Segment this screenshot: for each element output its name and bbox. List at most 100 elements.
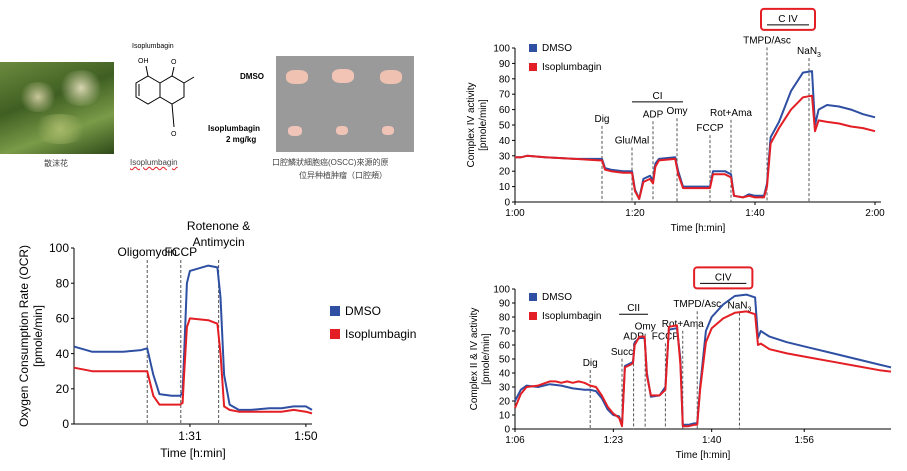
marker-label: Omy (635, 322, 656, 333)
complex4-chart: 0 10 20 30 40 50 60 70 80 90 100 1:00 1:20 1:40 2:00 Ti… (466, 7, 885, 234)
tumor-treatment-label: Isoplumbagin (208, 124, 260, 133)
y-tick-label: 100 (493, 44, 510, 55)
isoplumbagin-structure: Isoplumbagin OH O O (132, 43, 195, 138)
y-tick-label: 0 (504, 425, 510, 436)
marker-label-subscript: 3 (747, 307, 751, 314)
y-tick-label: 40 (56, 347, 70, 361)
complex2-4-chart: 0 10 20 30 40 50 60 70 80 90 100 1:06 1:23 1:40 1:56 Ti… (469, 266, 892, 461)
y-tick-label: 30 (499, 383, 511, 394)
y-axis-title-units: [pmole/min] (31, 305, 45, 367)
y-tick-label: 10 (499, 182, 511, 193)
marker-label: Oligomycin (118, 245, 177, 259)
x-tick-label: 1:00 (505, 208, 525, 219)
x-axis-title: Time [h:min] (160, 446, 226, 460)
y-axis-title: Oxygen Consumption Rate (OCR) (17, 245, 31, 427)
marker-label: TMPD/Asc (743, 35, 791, 46)
y-tick-label: 90 (499, 299, 511, 310)
bracket-label: CI (653, 91, 663, 102)
marker-label: Succ (611, 347, 633, 358)
y-axis-title: Complex IV activity (466, 82, 477, 167)
legend-swatch (330, 329, 340, 339)
x-tick-label: 1:56 (794, 435, 814, 446)
y-tick-label: 100 (49, 241, 69, 255)
marker-label: TMPD/Asc (673, 299, 721, 310)
y-tick-label: 60 (56, 312, 70, 326)
legend-swatch (529, 63, 537, 71)
marker-label: FCCP (652, 331, 680, 342)
y-axis-title: Complex II & IV activity (469, 308, 480, 411)
legend-label: DMSO (345, 304, 381, 318)
legend-label: DMSO (542, 43, 572, 54)
y-tick-label: 20 (499, 167, 511, 178)
tumor-caption-2: 位异种植肿瘤（口腔頰） (299, 171, 387, 180)
y-tick-label: 0 (504, 198, 510, 209)
y-tick-label: 60 (499, 105, 511, 116)
y-tick-label: 20 (499, 397, 511, 408)
marker-label-subscript: 3 (817, 52, 821, 59)
y-tick-label: 50 (499, 121, 511, 132)
legend-swatch (529, 44, 537, 52)
legend-swatch (529, 312, 537, 320)
y-axis-title-units: [pmole/min] (478, 99, 489, 151)
marker-label: NaN3 (727, 301, 751, 314)
y-tick-label: 80 (499, 74, 511, 85)
plant-caption: 散沫花 (44, 159, 68, 168)
series-dmso-line (515, 70, 876, 200)
marker-label: Glu/Mal (615, 135, 649, 146)
series-dmso-line (514, 293, 892, 426)
y-tick-label: 100 (493, 285, 510, 296)
tumor-caption-1: 口腔鱗狀細胞癌(OSCC)來源的原 (272, 158, 389, 167)
y-tick-label: 30 (499, 151, 511, 162)
marker-label: Omy (666, 106, 687, 117)
y-axis-title-units: [pmole/min] (481, 333, 492, 385)
marker-label: Dig (583, 358, 598, 369)
x-tick-label: 1:31 (178, 429, 202, 443)
x-tick-label: 1:23 (604, 435, 624, 446)
bracket-label: C IV (778, 14, 798, 25)
y-tick-label: 80 (56, 276, 70, 290)
y-tick-label: 80 (499, 313, 511, 324)
legend-swatch (529, 293, 537, 301)
marker-label: Rotenone & (187, 220, 250, 233)
marker-label: FCCP (164, 245, 197, 259)
y-tick-label: 10 (499, 411, 511, 422)
y-tick-label: 50 (499, 355, 511, 366)
marker-label: Rot+Ama (710, 108, 752, 119)
legend-label: Isoplumbagin (542, 311, 601, 322)
x-tick-label: 1:06 (505, 435, 525, 446)
tumor-dose-label: 2 mg/kg (226, 135, 257, 144)
marker-label: Rot+Ama (662, 319, 704, 330)
tumor-photo (276, 56, 414, 152)
oh-label: OH (138, 58, 149, 65)
structure-caption: Isoplumbagin (130, 158, 178, 167)
y-tick-label: 70 (499, 327, 511, 338)
bracket-highlight-box (693, 266, 754, 290)
bracket-label: CII (627, 303, 640, 314)
y-tick-label: 20 (56, 382, 70, 396)
legend-label: Isoplumbagin (345, 327, 416, 341)
marker-label-line2: Antimycin (193, 235, 245, 249)
structure-label: Isoplumbagin (132, 43, 174, 50)
y-tick-label: 70 (499, 90, 511, 101)
plant-photo (0, 62, 114, 154)
legend-label: Isoplumbagin (542, 62, 601, 73)
x-tick-label: 1:20 (625, 208, 645, 219)
ocr-chart: 0 20 40 60 80 100 1:31 1:50 Time [h:min] Oxygen C… (17, 220, 416, 460)
legend-label: DMSO (542, 292, 572, 303)
y-tick-label: 90 (499, 59, 511, 70)
marker-label: FCCP (696, 123, 724, 134)
series-isoplumbagin-line (73, 317, 313, 415)
o-bottom-label: O (171, 131, 177, 138)
y-tick-label: 0 (62, 417, 69, 431)
marker-label: ADP (643, 109, 664, 120)
series-isoplumbagin-line (515, 94, 876, 200)
series-isoplumbagin-line (514, 310, 892, 428)
y-tick-label: 60 (499, 341, 511, 352)
x-tick-label: 1:40 (702, 435, 722, 446)
x-tick-label: 2:00 (865, 208, 885, 219)
marker-label: NaN3 (797, 46, 821, 59)
bracket-label: CIV (715, 272, 732, 283)
x-tick-label: 1:50 (294, 429, 318, 443)
o-top-label: O (171, 59, 177, 66)
bracket-highlight-box (760, 7, 816, 31)
